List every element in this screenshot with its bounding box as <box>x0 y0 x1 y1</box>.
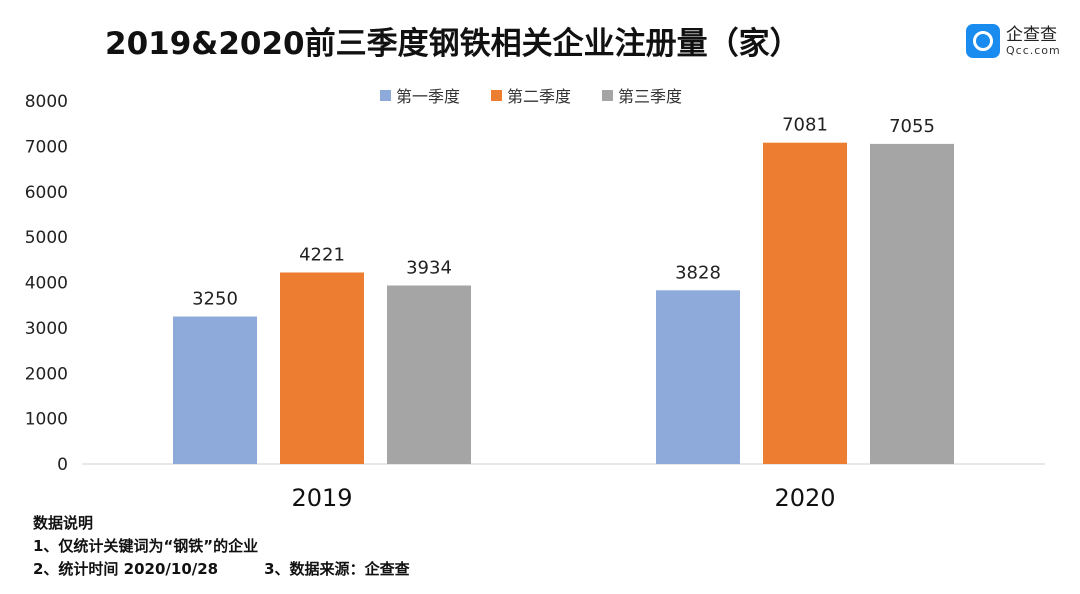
bar <box>870 143 954 464</box>
y-tick-label: 5000 <box>25 228 68 248</box>
legend-label: 第一季度 <box>396 87 460 106</box>
legend-swatch <box>380 90 391 101</box>
data-label: 3934 <box>406 257 452 278</box>
y-tick-label: 3000 <box>25 319 68 339</box>
notes-heading: 数据说明 <box>33 514 94 532</box>
logo-name: 企查查 <box>1006 24 1057 45</box>
data-label: 4221 <box>299 244 345 265</box>
y-tick-label: 6000 <box>25 183 68 203</box>
y-tick-label: 1000 <box>25 410 68 430</box>
y-tick-label: 2000 <box>25 364 68 384</box>
x-tick-label: 2019 <box>291 484 352 512</box>
data-label: 3250 <box>192 289 238 310</box>
bar <box>387 285 471 464</box>
legend-swatch <box>602 90 613 101</box>
bar <box>280 272 364 464</box>
logo-sub: Qcc.com <box>1006 43 1061 57</box>
y-tick-label: 4000 <box>25 274 68 294</box>
y-tick-label: 0 <box>57 455 68 475</box>
y-tick-label: 8000 <box>25 92 68 112</box>
y-tick-label: 7000 <box>25 137 68 157</box>
notes-line2b: 3、数据来源：企查查 <box>264 560 410 578</box>
data-label: 3828 <box>675 262 721 283</box>
qcc-logo-icon <box>966 24 1000 58</box>
bar <box>656 290 740 464</box>
legend-label: 第三季度 <box>618 87 682 106</box>
notes: 数据说明 1、仅统计关键词为“钢铁”的企业 2、统计时间 2020/10/28 3… <box>33 512 410 581</box>
legend-label: 第二季度 <box>507 87 571 106</box>
bar <box>173 316 257 464</box>
notes-line2a: 2、统计时间 2020/10/28 <box>33 560 219 578</box>
notes-line1: 1、仅统计关键词为“钢铁”的企业 <box>33 537 259 555</box>
qcc-logo: 企查查 Qcc.com <box>966 24 1061 58</box>
x-tick-label: 2020 <box>774 484 835 512</box>
bar <box>763 142 847 464</box>
data-label: 7081 <box>782 115 828 136</box>
chart-title: 2019&2020前三季度钢铁相关企业注册量（家） <box>105 26 801 62</box>
legend-swatch <box>491 90 502 101</box>
data-label: 7055 <box>889 116 935 137</box>
